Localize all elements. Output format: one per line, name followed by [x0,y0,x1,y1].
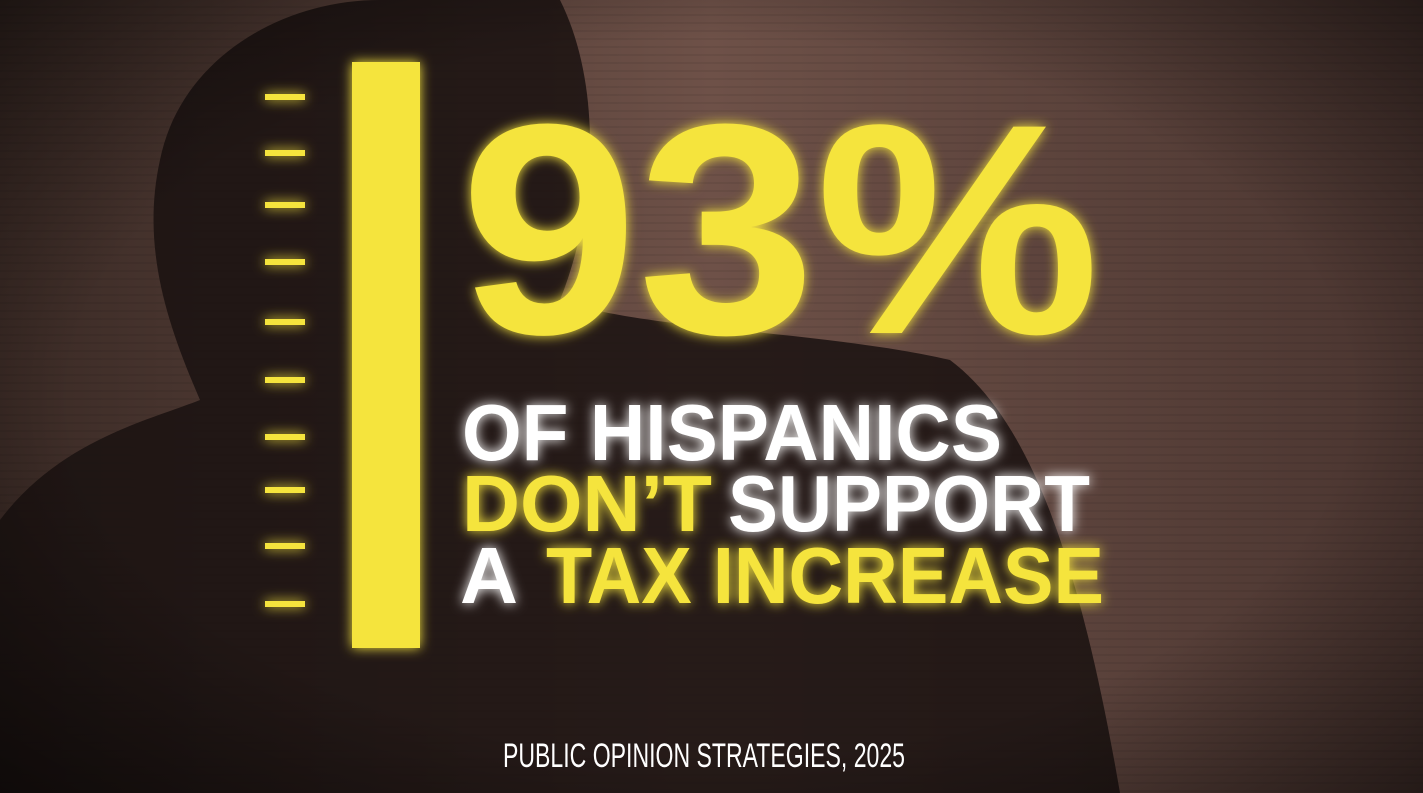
gauge-tick [265,319,305,325]
gauge-tick [265,543,305,549]
statement-line: SUPPORT [728,459,1090,548]
statement-line: OF HISPANICS [462,388,1002,477]
gauge-bar [352,62,420,648]
statement-line: A [460,531,518,620]
source: PUBLIC OPINION STRATEGIES, 2025 [503,737,905,775]
gauge-tick [265,150,305,156]
gauge-tick [265,487,305,493]
gauge-tick [265,434,305,440]
gauge-tick [265,94,305,100]
headline: 93% [460,61,1100,397]
gauge-tick [265,259,305,265]
gauge-tick [265,377,305,383]
gauge-tick [265,202,305,208]
statement-highlight: TAX INCREASE [546,531,1104,620]
gauge [265,62,420,648]
statement-highlight: DON’T [462,459,712,548]
gauge-tick [265,601,305,607]
